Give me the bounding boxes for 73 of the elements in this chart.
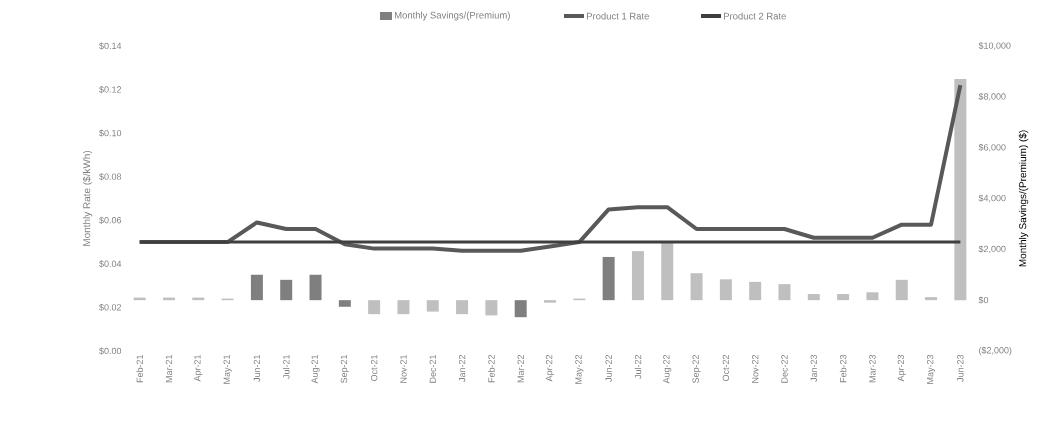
- y-tick-label: $0.14: [99, 42, 122, 50]
- legend-label: Product 2 Rate: [723, 12, 786, 20]
- bar: [837, 294, 850, 301]
- bar: [309, 274, 322, 301]
- bar: [690, 273, 703, 301]
- bar: [514, 300, 527, 318]
- y-tick-label: $0.08: [99, 173, 122, 181]
- x-tick-label: Jul-22: [634, 354, 642, 379]
- y2-axis-title: Monthly Savings/(Premium) ($): [1018, 130, 1029, 267]
- x-tick-label: Oct-21: [370, 354, 378, 382]
- y-tick-label: $0.04: [99, 260, 122, 268]
- x-tick-label: Feb-21: [136, 354, 143, 383]
- x-tick-label: Aug-22: [663, 354, 672, 384]
- bar: [456, 300, 469, 315]
- x-tick-label: Apr-23: [897, 354, 906, 382]
- x-tick-label: Mar-22: [517, 354, 524, 383]
- bar: [749, 281, 762, 301]
- bar: [397, 300, 410, 315]
- y2-tick-label: $6,000: [978, 143, 1006, 152]
- x-tick-label: Sep-21: [340, 354, 349, 384]
- y-tick-label: $0.00: [99, 347, 122, 355]
- x-tick-label: Jan-23: [810, 354, 817, 382]
- bar: [485, 300, 498, 316]
- y-tick-label: $0.06: [99, 216, 122, 224]
- y-tick-label: $0.02: [99, 303, 122, 312]
- legend-label: Monthly Savings/(Premium): [394, 11, 510, 21]
- x-tick-label: Sep-22: [692, 354, 701, 384]
- y2-tick-label: $2,000: [978, 245, 1006, 254]
- bar: [602, 256, 615, 301]
- x-tick-label: Nov-22: [752, 354, 759, 383]
- bar: [895, 279, 908, 301]
- x-tick-label: Apr-22: [545, 354, 555, 382]
- bar: [280, 279, 293, 301]
- x-tick-label: Jan-22: [458, 354, 466, 382]
- x-tick-label: May-23: [926, 354, 936, 384]
- y2-tick-label: $10,000: [978, 42, 1011, 50]
- legend-label: Product 1 Rate: [586, 12, 649, 20]
- x-tick-label: May-22: [575, 354, 584, 384]
- x-tick-label: Jun-23: [957, 354, 964, 382]
- bar: [778, 284, 791, 301]
- y2-tick-label: $8,000: [978, 92, 1006, 101]
- bar: [426, 300, 439, 312]
- x-tick-label: Nov-21: [400, 354, 407, 383]
- x-tick-label: Dec-22: [781, 354, 788, 383]
- y-axis-title: Monthly Rate ($/kWh): [82, 150, 93, 246]
- bar: [544, 300, 557, 303]
- y2-tick-label: ($2,000): [979, 346, 1012, 356]
- x-tick-label: Jun-22: [605, 354, 612, 382]
- x-tick-label: Apr-21: [194, 354, 203, 382]
- x-tick-label: Feb-23: [839, 354, 847, 383]
- y-tick-label: $0.10: [99, 129, 122, 137]
- bar: [338, 300, 351, 307]
- x-tick-label: Oct-22: [722, 354, 730, 382]
- x-tick-label: Dec-21: [429, 354, 436, 383]
- bar: [661, 242, 674, 301]
- x-tick-label: Jun-21: [253, 354, 261, 382]
- y2-tick-label: $4,000: [978, 194, 1006, 203]
- bar: [954, 79, 967, 301]
- bar: [866, 292, 879, 301]
- x-tick-label: Mar-21: [165, 354, 173, 383]
- bar: [368, 300, 381, 315]
- bar: [250, 274, 263, 301]
- y-tick-label: $0.12: [99, 85, 122, 94]
- x-tick-label: May-21: [223, 354, 232, 384]
- x-tick-label: Feb-22: [488, 354, 495, 383]
- y2-tick-label: $0: [978, 296, 989, 304]
- bar: [925, 297, 938, 301]
- x-tick-label: Mar-23: [869, 354, 876, 383]
- bar: [719, 279, 732, 301]
- x-tick-label: Aug-21: [311, 354, 320, 384]
- bar: [807, 294, 820, 301]
- x-tick-label: Jul-21: [282, 354, 290, 379]
- bar: [631, 251, 644, 301]
